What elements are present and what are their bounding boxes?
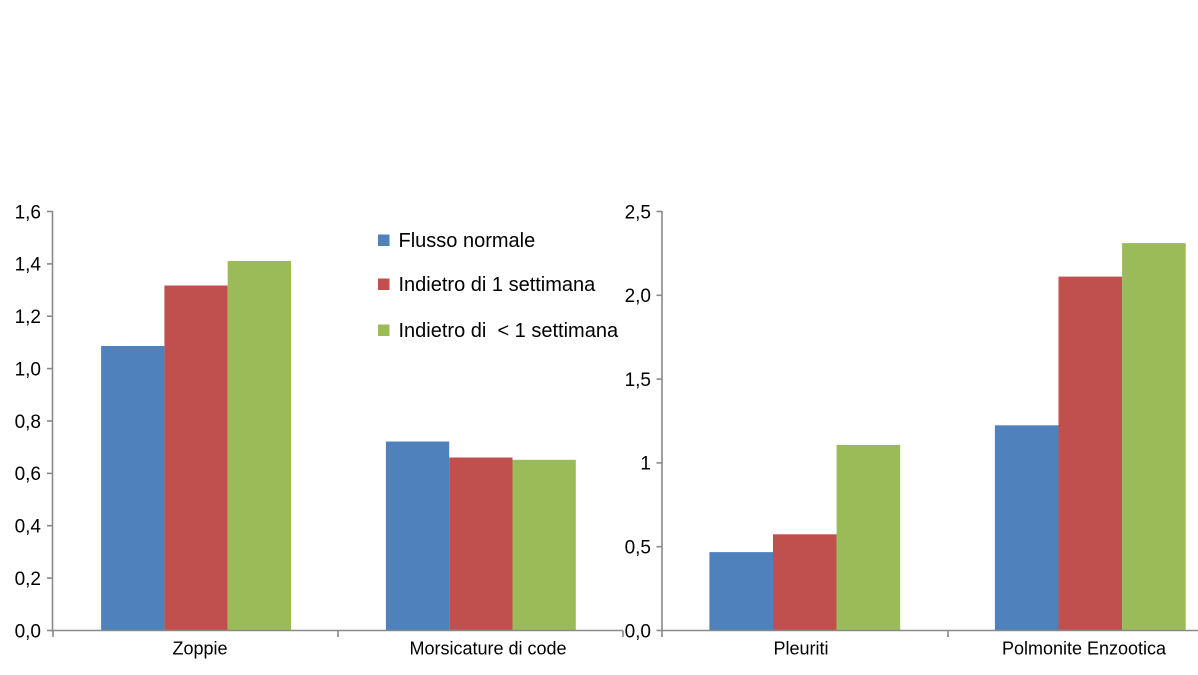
svg-text:0,6: 0,6 <box>15 464 41 485</box>
svg-text:0,0: 0,0 <box>15 621 41 642</box>
svg-text:Indietro di 1 settimana: Indietro di 1 settimana <box>399 274 597 296</box>
svg-text:0,4: 0,4 <box>15 517 42 538</box>
svg-text:Indietro di < 1 settimana: Indietro di < 1 settimana <box>399 320 619 342</box>
svg-text:Morsicature di code: Morsicature di code <box>409 639 566 659</box>
svg-text:1,5: 1,5 <box>625 370 651 391</box>
svg-text:0,2: 0,2 <box>15 569 41 590</box>
svg-text:0,0: 0,0 <box>625 621 651 642</box>
svg-text:Pleuriti: Pleuriti <box>773 639 828 659</box>
svg-text:1,2: 1,2 <box>15 307 41 328</box>
svg-text:Flusso normale: Flusso normale <box>399 230 536 252</box>
svg-text:1,0: 1,0 <box>15 359 41 380</box>
svg-text:Polmonite Enzootica: Polmonite Enzootica <box>1002 639 1167 659</box>
svg-text:2,5: 2,5 <box>625 202 651 223</box>
svg-text:0,8: 0,8 <box>15 412 41 433</box>
svg-text:2,0: 2,0 <box>625 286 651 307</box>
svg-text:1,4: 1,4 <box>15 255 42 276</box>
svg-text:0,5: 0,5 <box>625 538 651 559</box>
svg-text:Zoppie: Zoppie <box>172 639 227 659</box>
svg-text:1: 1 <box>640 454 651 475</box>
svg-text:1,6: 1,6 <box>15 202 41 223</box>
